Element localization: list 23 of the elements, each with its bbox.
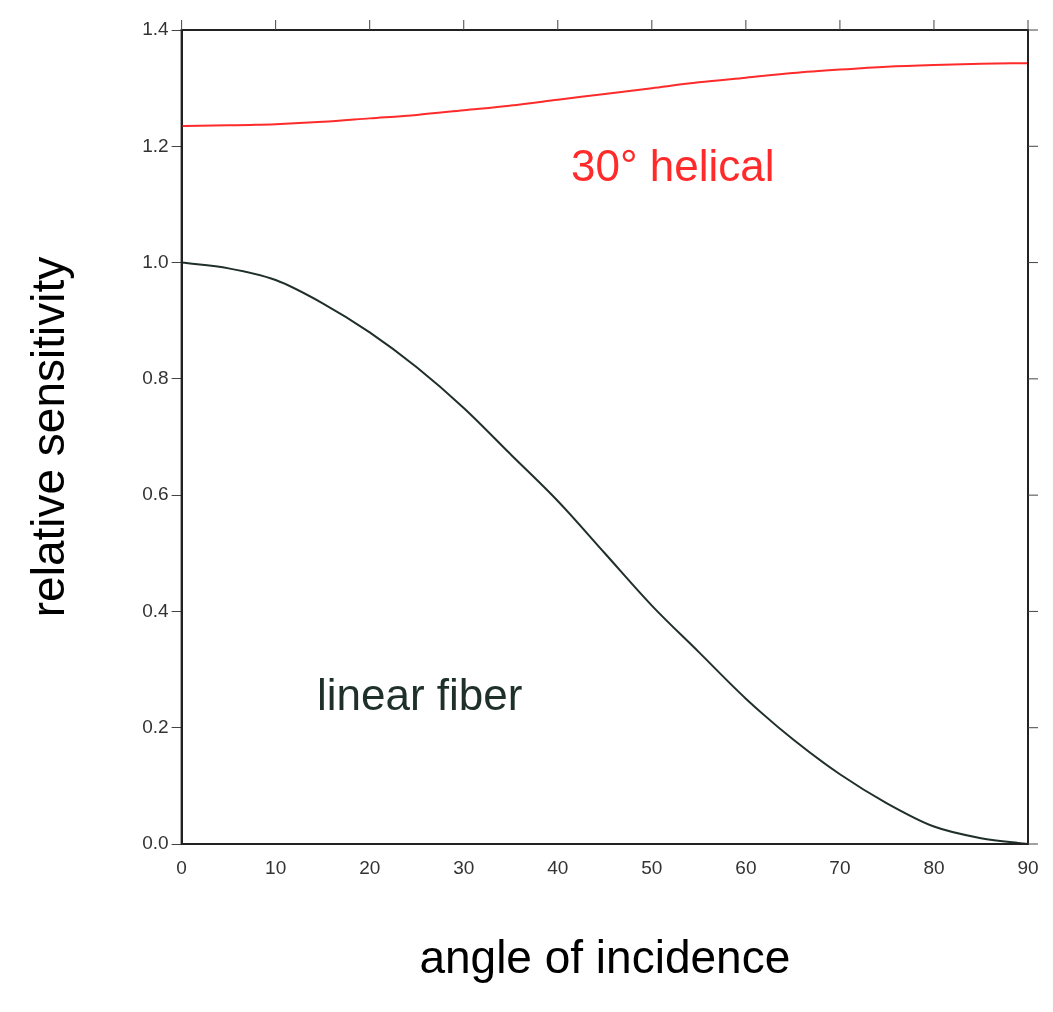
y-tick-label: 0.8: [142, 367, 169, 389]
x-tick-label: 60: [735, 856, 757, 878]
x-tick-label: 40: [547, 856, 569, 878]
x-tick-label: 80: [923, 856, 945, 878]
y-tick-label: 1.4: [142, 18, 170, 40]
x-tick-label: 0: [176, 856, 187, 878]
y-tick-label: 1.2: [142, 134, 169, 156]
y-tick-label: 0.6: [142, 483, 169, 505]
x-tick-label: 90: [1017, 856, 1039, 878]
x-axis-title: angle of incidence: [419, 931, 791, 984]
y-axis-title: relative sensitivity: [22, 256, 75, 618]
series-label: 30° helical: [570, 140, 775, 190]
x-tick-label: 10: [265, 856, 287, 878]
x-tick-label: 70: [829, 856, 851, 878]
text: linear fiber: [317, 669, 523, 719]
y-tick-label: 0.2: [142, 715, 169, 737]
x-tick-label: 50: [641, 856, 663, 878]
y-tick-label: 0.0: [142, 832, 169, 854]
line-series: [181, 62, 1028, 127]
y-tick-label: 1.0: [142, 250, 169, 272]
x-tick-label: 30: [453, 856, 475, 878]
x-tick-label: 20: [359, 856, 381, 878]
y-tick-label: 0.4: [142, 599, 170, 621]
